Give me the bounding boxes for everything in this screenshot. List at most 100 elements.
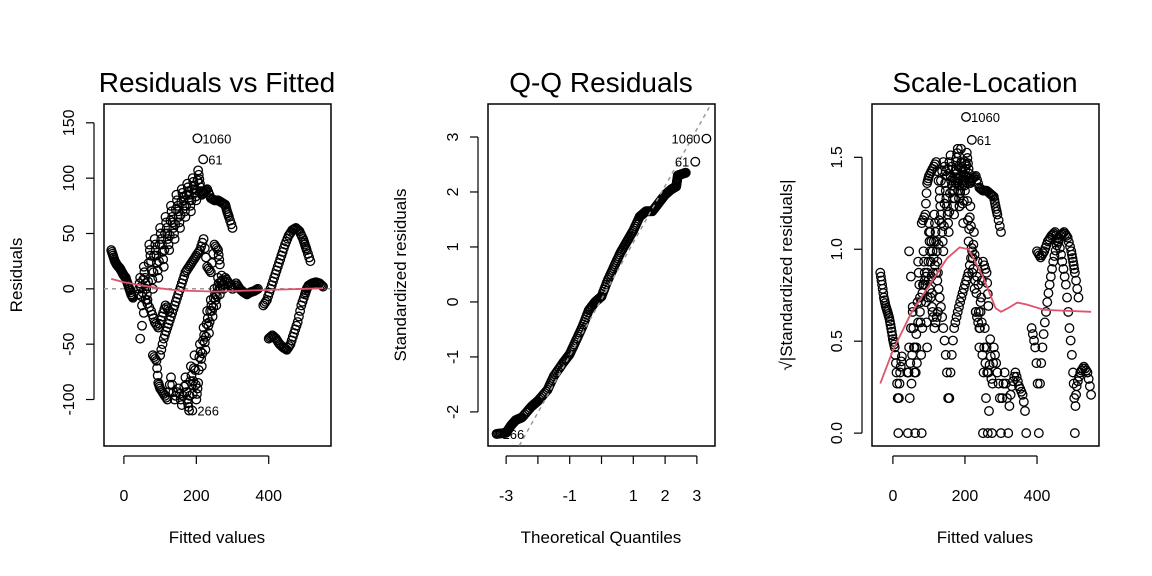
data-point [192, 133, 203, 144]
data-point [680, 167, 691, 178]
data-point [979, 323, 990, 334]
data-point [153, 272, 164, 283]
data-point [974, 323, 985, 334]
x-axis: 0 200 400 [119, 455, 282, 505]
x-tick-label: 1 [629, 488, 638, 505]
data-point [996, 428, 1006, 439]
data-point [938, 323, 949, 334]
point-label: 1060 [671, 132, 700, 147]
data-point [930, 227, 941, 238]
data-point [164, 306, 175, 316]
data-point [141, 283, 152, 294]
data-point [981, 342, 992, 353]
x-axis-label: Fitted values [169, 528, 265, 547]
data-point [207, 311, 218, 322]
panel-title: Q-Q Residuals [509, 67, 693, 98]
data-point [955, 188, 966, 199]
data-point [903, 367, 914, 378]
data-point [922, 267, 933, 278]
data-point [886, 323, 897, 334]
data-point [957, 180, 967, 191]
data-point [944, 393, 955, 404]
data-point [969, 227, 979, 238]
data-point [1057, 256, 1068, 267]
data-point [911, 329, 922, 340]
data-point [985, 334, 996, 345]
data-point [1035, 378, 1045, 389]
data-point [1069, 264, 1080, 274]
data-point [953, 161, 964, 172]
data-point [893, 428, 904, 439]
data-point [164, 245, 175, 256]
y-tick-label: 1 [445, 242, 462, 251]
data-point [993, 215, 1004, 226]
data-point [1041, 306, 1051, 317]
data-point [176, 184, 187, 195]
data-point [913, 256, 924, 267]
panel-title: Residuals vs Fitted [99, 67, 336, 98]
data-point [893, 393, 904, 404]
data-point [1062, 232, 1073, 243]
data-point [932, 306, 943, 317]
scale-location-panel: Scale-Location Fitted values √|Standardi… [777, 67, 1100, 547]
y-tick-label: 1.0 [829, 238, 846, 260]
data-point [1068, 256, 1079, 267]
data-point [992, 367, 1003, 378]
point-label: 266 [197, 404, 219, 419]
data-point [1061, 230, 1072, 241]
x-tick-label: 3 [692, 488, 701, 505]
x-tick-label: 0 [119, 488, 128, 505]
data-point [162, 228, 173, 239]
data-point [200, 344, 211, 355]
data-point [926, 301, 937, 312]
data-point [931, 312, 942, 322]
data-point [964, 212, 975, 223]
data-point [1037, 342, 1048, 353]
data-point [316, 280, 327, 291]
data-point [1048, 228, 1059, 239]
data-point [949, 323, 960, 334]
data-point [147, 283, 158, 294]
data-point [1044, 279, 1055, 290]
data-point [198, 234, 209, 244]
data-point [960, 185, 970, 196]
data-point [905, 271, 916, 282]
reference-line [518, 104, 712, 446]
data-point [982, 428, 993, 439]
data-point [155, 228, 166, 239]
data-point [166, 372, 176, 383]
data-point [943, 227, 954, 238]
point-label: 1060 [971, 110, 1000, 125]
x-axis-label: Theoretical Quantiles [521, 528, 682, 547]
data-point [984, 406, 994, 416]
data-point [180, 211, 191, 222]
data-point [919, 256, 930, 267]
data-point [213, 249, 224, 260]
y-tick-label: -50 [61, 333, 78, 356]
y-axis-label: Standardized residuals [391, 189, 410, 362]
smooth-line [110, 278, 324, 293]
y-tick-label: 0.5 [829, 330, 846, 352]
data-point [199, 330, 210, 340]
data-point [169, 228, 179, 239]
data-point [191, 195, 202, 206]
data-point [909, 342, 920, 353]
data-point [1071, 275, 1082, 286]
data-point [214, 254, 225, 265]
data-point [1083, 373, 1094, 384]
data-point [1070, 401, 1081, 411]
data-point [954, 301, 964, 312]
y-tick-label: 150 [61, 109, 78, 136]
residuals-vs-fitted-panel: Residuals vs Fitted Fitted values Residu… [7, 67, 335, 547]
y-tick-label: 100 [61, 165, 78, 192]
data-point [983, 301, 994, 311]
data-point [163, 239, 174, 250]
data-point [956, 292, 967, 303]
data-point [176, 400, 187, 410]
data-point [214, 259, 225, 270]
data-point [907, 306, 918, 317]
data-point [913, 317, 924, 328]
data-point [945, 367, 956, 378]
data-point [173, 383, 184, 394]
data-point [916, 349, 927, 360]
